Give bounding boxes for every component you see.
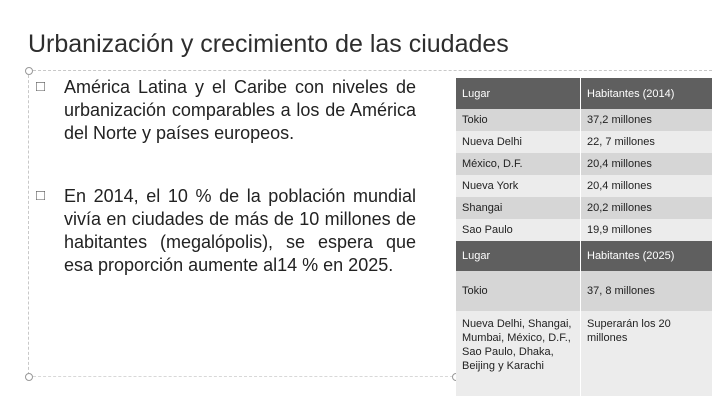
table-cell: Nueva Delhi — [456, 131, 581, 153]
cities-table: Lugar Habitantes (2014) Tokio 37,2 millo… — [456, 78, 712, 396]
bullet-icon: □ — [36, 187, 46, 204]
table-row: Shangai 20,2 millones — [456, 197, 712, 219]
table-row: Sao Paulo 19,9 millones — [456, 219, 712, 241]
bullet-text: En 2014, el 10 % de la población mundial… — [64, 186, 416, 275]
table-row: México, D.F. 20,4 millones — [456, 153, 712, 175]
header-cell: Lugar — [456, 241, 581, 271]
table-cell: Shangai — [456, 197, 581, 219]
title-divider — [28, 70, 712, 71]
table-cell: 19,9 millones — [580, 219, 712, 241]
table-cell: 22, 7 millones — [580, 131, 712, 153]
table-row: Tokio 37,2 millones — [456, 109, 712, 131]
table-cell: Nueva Delhi, Shangai, Mumbai, México, D.… — [456, 311, 581, 396]
slide-title: Urbanización y crecimiento de las ciudad… — [28, 30, 509, 58]
table-cell: 20,2 millones — [580, 197, 712, 219]
table-cell: Sao Paulo — [456, 219, 581, 241]
left-guide-line — [28, 70, 29, 380]
table-cell: México, D.F. — [456, 153, 581, 175]
table-row: Nueva Delhi, Shangai, Mumbai, México, D.… — [456, 311, 712, 396]
header-cell: Lugar — [456, 78, 581, 109]
table-row: Nueva York 20,4 millones — [456, 175, 712, 197]
bottom-guide-line — [28, 376, 458, 377]
table-cell: 20,4 millones — [580, 153, 712, 175]
table-cell: Nueva York — [456, 175, 581, 197]
table-cell: 37, 8 millones — [580, 271, 712, 311]
bullet-icon: □ — [36, 78, 46, 95]
table-header-row: Lugar Habitantes (2014) — [456, 78, 712, 109]
bullet-text: América Latina y el Caribe con niveles d… — [64, 77, 416, 143]
table-row: Nueva Delhi 22, 7 millones — [456, 131, 712, 153]
corner-dot — [25, 67, 33, 75]
table-cell: 20,4 millones — [580, 175, 712, 197]
table-cell: Tokio — [456, 271, 581, 311]
table-header-row: Lugar Habitantes (2025) — [456, 241, 712, 271]
header-cell: Habitantes (2014) — [580, 78, 712, 109]
table-cell: Superarán los 20 millones — [580, 311, 712, 396]
table-row: Tokio 37, 8 millones — [456, 271, 712, 311]
table-cell: Tokio — [456, 109, 581, 131]
table-cell: 37,2 millones — [580, 109, 712, 131]
header-cell: Habitantes (2025) — [580, 241, 712, 271]
corner-dot — [25, 373, 33, 381]
